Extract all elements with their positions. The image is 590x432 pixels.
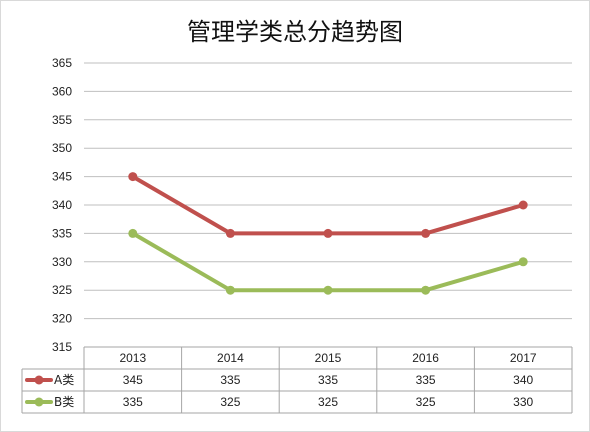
chart-title: 管理学类总分趋势图 bbox=[187, 18, 403, 46]
x-tick-label: 2014 bbox=[217, 351, 244, 365]
legend-label: A类 bbox=[54, 373, 74, 387]
data-point bbox=[225, 285, 235, 295]
data-label: 325 bbox=[220, 395, 240, 409]
data-table: 2013 2014 2015 2016 2017 A类 345 335 335 335 340 B类 3… bbox=[21, 346, 573, 414]
data-label: 325 bbox=[416, 395, 436, 409]
y-tick-label: 335 bbox=[52, 226, 72, 240]
y-tick-label: 315 bbox=[52, 340, 72, 354]
data-label: 335 bbox=[416, 373, 436, 387]
x-tick-label: 2017 bbox=[510, 351, 537, 365]
data-label: 340 bbox=[513, 373, 533, 387]
series-lines bbox=[128, 172, 528, 295]
legend-label: B类 bbox=[54, 395, 74, 409]
x-tick-label: 2015 bbox=[315, 351, 342, 365]
y-axis-ticks: 315 320 325 330 335 340 345 350 355 360 365 bbox=[52, 56, 72, 354]
y-tick-label: 350 bbox=[52, 141, 72, 155]
data-point bbox=[421, 285, 431, 295]
data-label: 345 bbox=[123, 373, 143, 387]
data-point bbox=[518, 257, 528, 267]
y-tick-label: 360 bbox=[52, 84, 72, 98]
data-point bbox=[128, 228, 138, 238]
data-point bbox=[225, 228, 235, 238]
x-tick-label: 2016 bbox=[412, 351, 439, 365]
data-point bbox=[421, 228, 431, 238]
y-tick-label: 365 bbox=[52, 56, 72, 70]
data-point bbox=[323, 285, 333, 295]
data-label: 325 bbox=[318, 395, 338, 409]
data-point bbox=[518, 200, 528, 210]
y-tick-label: 355 bbox=[52, 113, 72, 127]
legend-marker bbox=[34, 397, 44, 407]
data-label: 335 bbox=[220, 373, 240, 387]
y-tick-label: 330 bbox=[52, 255, 72, 269]
y-tick-label: 340 bbox=[52, 198, 72, 212]
y-tick-label: 325 bbox=[52, 283, 72, 297]
data-point bbox=[323, 228, 333, 238]
x-tick-label: 2013 bbox=[119, 351, 146, 365]
y-tick-label: 345 bbox=[52, 170, 72, 184]
grid-lines bbox=[84, 62, 572, 320]
data-label: 335 bbox=[318, 373, 338, 387]
data-label: 335 bbox=[123, 395, 143, 409]
data-point bbox=[128, 172, 138, 182]
data-label: 330 bbox=[513, 395, 533, 409]
legend-marker bbox=[34, 375, 44, 385]
y-tick-label: 320 bbox=[52, 312, 72, 326]
